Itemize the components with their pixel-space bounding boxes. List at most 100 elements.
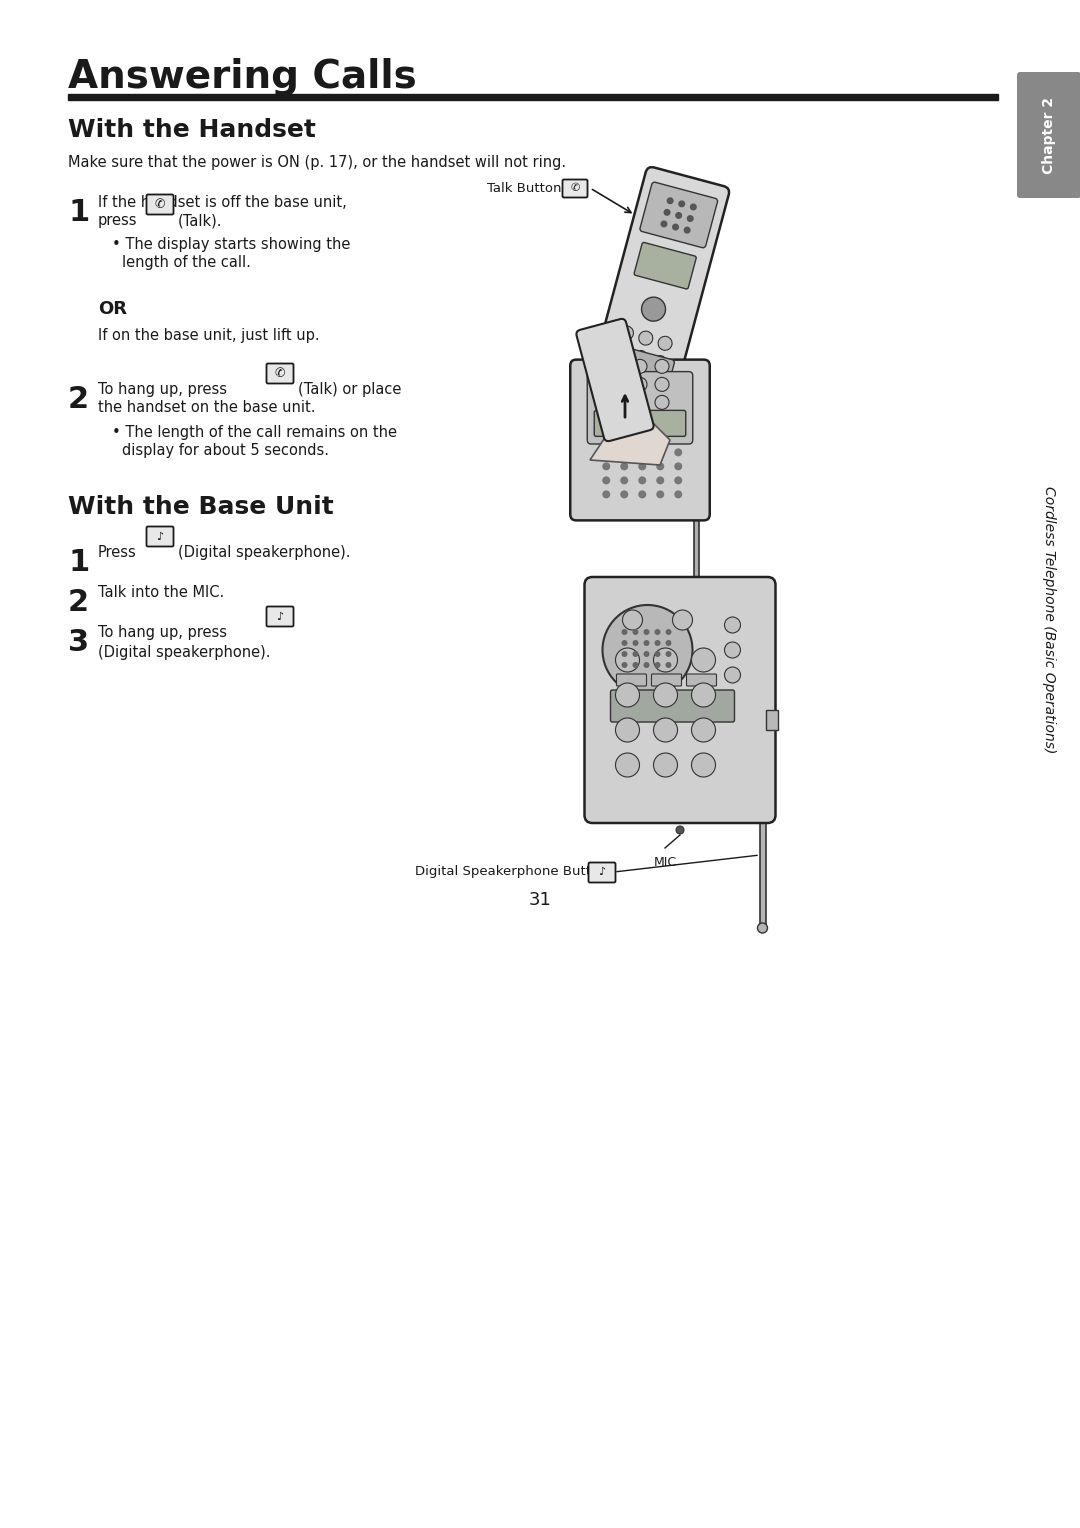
Circle shape	[684, 226, 690, 234]
Circle shape	[633, 377, 647, 391]
Circle shape	[653, 648, 677, 672]
Text: press: press	[98, 212, 137, 228]
Circle shape	[657, 448, 664, 457]
Circle shape	[678, 200, 685, 208]
Circle shape	[603, 448, 610, 457]
Circle shape	[674, 490, 683, 498]
Circle shape	[633, 640, 638, 646]
Circle shape	[657, 463, 664, 471]
FancyBboxPatch shape	[267, 607, 294, 626]
Circle shape	[638, 448, 646, 457]
FancyBboxPatch shape	[651, 674, 681, 686]
Bar	[766, 711, 778, 730]
Text: ♪: ♪	[598, 866, 606, 877]
Circle shape	[657, 490, 664, 498]
FancyBboxPatch shape	[147, 527, 174, 547]
Circle shape	[665, 630, 672, 636]
Text: the handset on the base unit.: the handset on the base unit.	[98, 400, 315, 416]
Text: ♪: ♪	[157, 532, 163, 541]
Text: Answering Calls: Answering Calls	[68, 58, 417, 96]
Circle shape	[616, 683, 639, 707]
Text: 1: 1	[68, 199, 90, 228]
Text: • The length of the call remains on the: • The length of the call remains on the	[112, 425, 397, 440]
Circle shape	[620, 448, 629, 457]
Circle shape	[620, 490, 629, 498]
FancyBboxPatch shape	[584, 578, 775, 824]
Text: If on the base unit, just lift up.: If on the base unit, just lift up.	[98, 329, 320, 342]
Text: 1: 1	[68, 549, 90, 578]
FancyBboxPatch shape	[577, 319, 653, 442]
Text: Chapter 2: Chapter 2	[1042, 96, 1056, 174]
Text: Make sure that the power is ON (p. 17), or the handset will not ring.: Make sure that the power is ON (p. 17), …	[68, 154, 566, 170]
Circle shape	[621, 662, 627, 668]
Circle shape	[653, 718, 677, 743]
FancyBboxPatch shape	[640, 182, 717, 248]
Circle shape	[675, 212, 683, 219]
Text: OR: OR	[98, 299, 127, 318]
FancyBboxPatch shape	[563, 179, 588, 197]
Circle shape	[654, 662, 661, 668]
Circle shape	[615, 345, 629, 359]
Text: With the Handset: With the Handset	[68, 118, 315, 142]
Text: ✆: ✆	[570, 183, 580, 193]
Circle shape	[674, 448, 683, 457]
Circle shape	[654, 377, 669, 391]
Circle shape	[690, 203, 697, 211]
FancyBboxPatch shape	[267, 364, 294, 384]
Text: (Digital speakerphone).: (Digital speakerphone).	[98, 645, 270, 660]
Circle shape	[616, 718, 639, 743]
Circle shape	[725, 642, 741, 659]
Text: ♪: ♪	[276, 611, 284, 622]
Circle shape	[633, 662, 638, 668]
Circle shape	[687, 215, 693, 222]
Bar	[1020, 75, 1078, 196]
Polygon shape	[590, 416, 670, 465]
Circle shape	[665, 662, 672, 668]
Circle shape	[644, 640, 649, 646]
Text: (Digital speakerphone).: (Digital speakerphone).	[178, 545, 351, 559]
Circle shape	[691, 683, 715, 707]
Circle shape	[757, 923, 768, 934]
Circle shape	[638, 490, 646, 498]
FancyBboxPatch shape	[147, 194, 174, 214]
FancyBboxPatch shape	[617, 674, 647, 686]
Text: Cordless Telephone (Basic Operations): Cordless Telephone (Basic Operations)	[1042, 486, 1056, 753]
Circle shape	[661, 220, 667, 228]
Circle shape	[634, 350, 648, 365]
Circle shape	[633, 651, 638, 657]
Circle shape	[654, 396, 669, 410]
Circle shape	[616, 648, 639, 672]
Circle shape	[725, 668, 741, 683]
Circle shape	[611, 377, 625, 391]
Circle shape	[673, 610, 692, 630]
FancyBboxPatch shape	[591, 167, 729, 403]
Circle shape	[621, 651, 627, 657]
Circle shape	[666, 197, 674, 205]
Circle shape	[674, 463, 683, 471]
FancyBboxPatch shape	[634, 243, 697, 289]
Text: (Talk) or place: (Talk) or place	[298, 382, 402, 397]
Text: display for about 5 seconds.: display for about 5 seconds.	[122, 443, 329, 458]
FancyBboxPatch shape	[570, 359, 710, 521]
Circle shape	[676, 827, 684, 834]
Bar	[693, 509, 699, 594]
Circle shape	[633, 630, 638, 636]
Circle shape	[658, 336, 672, 350]
Bar	[68, 95, 998, 99]
Text: MIC: MIC	[653, 856, 676, 869]
FancyBboxPatch shape	[589, 862, 616, 883]
Text: Press: Press	[98, 545, 137, 559]
Circle shape	[653, 683, 677, 707]
Circle shape	[665, 651, 672, 657]
Circle shape	[653, 356, 667, 370]
Circle shape	[603, 490, 610, 498]
Circle shape	[691, 648, 715, 672]
Circle shape	[654, 359, 669, 373]
Circle shape	[620, 477, 629, 484]
Circle shape	[644, 662, 649, 668]
Circle shape	[657, 477, 664, 484]
Circle shape	[643, 394, 657, 408]
Text: 2: 2	[68, 385, 90, 414]
Circle shape	[725, 617, 741, 633]
Circle shape	[623, 390, 637, 403]
